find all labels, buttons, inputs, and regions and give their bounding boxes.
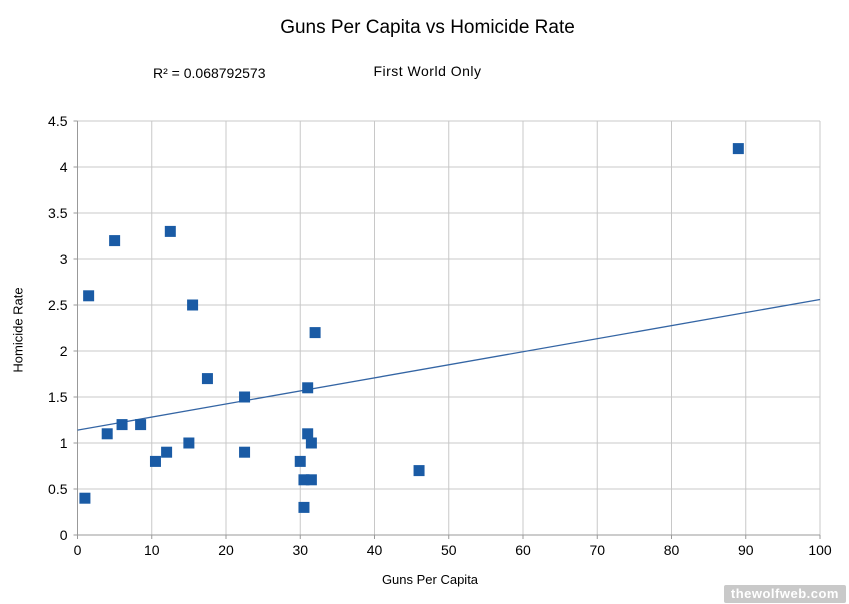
chart-subtitle: First World Only — [373, 63, 482, 79]
data-point — [239, 391, 251, 403]
x-tick-label: 60 — [515, 542, 531, 558]
x-tick-label: 100 — [808, 542, 832, 558]
data-point — [309, 327, 321, 339]
x-tick-label: 90 — [738, 542, 754, 558]
x-tick-label: 10 — [144, 542, 160, 558]
y-tick-label: 3 — [60, 251, 68, 267]
y-tick-label: 4 — [60, 159, 68, 175]
r-squared-label: R² = 0.068792573 — [153, 65, 266, 81]
watermark: thewolfweb.com — [723, 585, 846, 603]
x-tick-label: 80 — [664, 542, 680, 558]
data-point — [239, 446, 251, 458]
x-tick-label: 30 — [292, 542, 308, 558]
data-point — [164, 225, 176, 237]
y-tick-label: 1 — [60, 435, 68, 451]
y-tick-label: 3.5 — [48, 205, 68, 221]
chart-title: Guns Per Capita vs Homicide Rate — [280, 17, 575, 38]
data-point — [183, 437, 195, 449]
data-point — [79, 492, 91, 504]
x-tick-label: 50 — [441, 542, 457, 558]
data-point — [187, 299, 199, 311]
data-point — [302, 428, 314, 440]
y-tick-label: 1.5 — [48, 389, 68, 405]
data-point — [298, 501, 310, 513]
data-point — [305, 474, 317, 486]
y-tick-label: 0.5 — [48, 481, 68, 497]
data-point — [135, 419, 147, 431]
data-point — [83, 290, 95, 302]
data-point — [116, 419, 128, 431]
data-point — [201, 373, 213, 385]
data-point — [732, 143, 744, 155]
data-point — [305, 437, 317, 449]
x-tick-label: 70 — [589, 542, 605, 558]
data-point — [149, 455, 161, 467]
y-tick-label: 0 — [60, 527, 68, 543]
data-point — [109, 235, 121, 247]
x-axis-title: Guns Per Capita — [381, 572, 479, 587]
data-point — [298, 474, 310, 486]
x-tick-label: 20 — [218, 542, 234, 558]
y-tick-label: 2 — [60, 343, 68, 359]
y-tick-label: 2.5 — [48, 297, 68, 313]
data-point — [413, 465, 425, 477]
data-point — [294, 455, 306, 467]
y-axis-title: Homicide Rate — [10, 287, 26, 373]
data-point — [302, 382, 314, 394]
data-point — [101, 428, 113, 440]
y-tick-label: 4.5 — [48, 113, 68, 129]
data-point — [161, 446, 173, 458]
x-tick-label: 40 — [367, 542, 383, 558]
x-tick-label: 0 — [74, 542, 82, 558]
trendline — [77, 298, 821, 431]
